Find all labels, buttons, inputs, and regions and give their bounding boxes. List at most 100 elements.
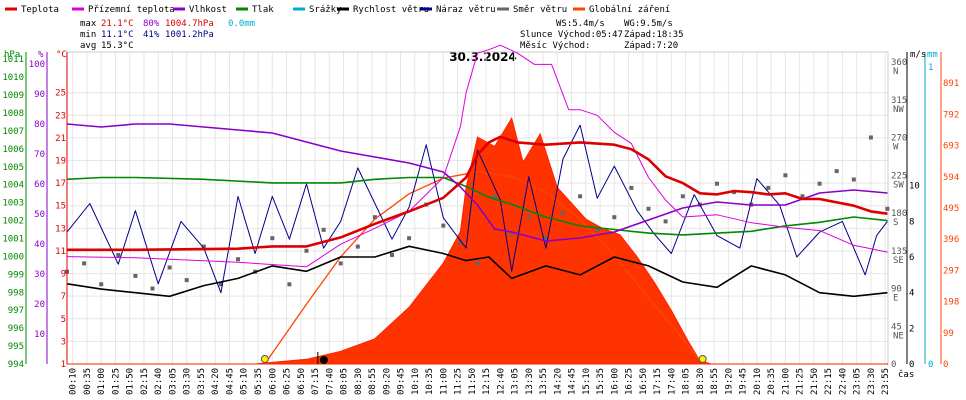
legend-label-8: Globální záření [589,5,670,15]
dir-tick-5: 135 [891,247,907,257]
stat-max-temp: 21.1°C [101,19,134,29]
hpa-tick-14: 997 [8,306,24,316]
mm-unit: mm [927,50,938,60]
stat-min-hum: 41% [143,30,160,40]
x-tick-label-44: 18:30 [696,368,706,395]
dir-cardinal-5: SE [893,256,904,266]
x-tick-label-37: 15:35 [596,368,606,395]
hpa-tick-8: 1003 [2,199,24,209]
x-tick-label-8: 03:30 [183,368,193,395]
wind-dir-point-1 [82,261,87,266]
legend-label-5: Rychlost větru [353,5,429,15]
dir-tick-0: 360 [891,58,907,68]
hpa-tick-9: 1002 [2,217,24,227]
wind-dir-point-20 [407,236,412,241]
temp-tick-8: 9 [61,270,66,280]
legend: Teplota Přízemní teplota Vlhkost Tlak Srážky… [5,5,670,15]
hpa-tick-13: 998 [8,288,24,298]
temp-tick-6: 13 [55,224,66,234]
dir-tick-4: 180 [891,209,907,219]
pct-tick-7: 30 [34,270,45,280]
hpa-unit: hPa [4,50,20,60]
wind-dir-point-16 [338,261,343,266]
stat-max-label: max [80,19,97,29]
series-humidity [66,123,888,242]
x-tick-label-27: 11:25 [454,368,464,395]
stat-max-rain: 0.0mm [228,19,255,29]
temp-tick-2: 21 [55,134,66,144]
x-tick-label-45: 18:55 [710,368,720,395]
wind-dir-point-44 [817,181,822,186]
hpa-tick-10: 1001 [2,234,24,244]
legend-label-4: Srážky [309,5,342,15]
temp-tick-3: 19 [55,157,66,167]
dir-cardinal-4: S [893,218,898,228]
hpa-tick-12: 999 [8,270,24,280]
x-tick-label-3: 01:25 [111,368,121,395]
x-tick-label-14: 06:00 [268,368,278,395]
hpa-tick-5: 1006 [2,145,24,155]
wind-dir-point-5 [150,286,155,291]
wind-dir-point-10 [236,257,240,262]
wind-dir-point-4 [133,273,138,278]
wind-dir-point-32 [612,215,617,220]
series-radiation [67,116,888,365]
dir-tick-3: 225 [891,171,907,181]
x-tick-label-56: 23:30 [867,368,877,395]
x-tick-label-57: 23:55 [881,368,891,395]
x-tick-label-53: 22:15 [824,368,834,395]
x-tick-label-10: 04:20 [211,368,221,395]
dir-cardinal-0: N [893,67,898,77]
temp-tick-0: 25 [55,89,66,99]
sunrise-marker [260,355,269,363]
x-tick-label-24: 10:10 [411,368,421,395]
series-wind-speed [66,245,888,298]
legend-label-3: Tlak [252,5,274,15]
x-tick-label-39: 16:25 [625,368,635,395]
wind-dir-point-34 [646,206,651,211]
x-tick-label-42: 17:40 [667,368,677,395]
dir-tick-6: 90 [891,285,902,295]
x-tick-label-16: 06:50 [297,368,307,395]
dir-cardinal-3: SW [893,180,904,190]
wind-dir-point-46 [851,177,856,182]
series-layer [65,44,890,298]
hpa-tick-1: 1010 [2,73,24,83]
legend-label-6: Náraz větru [436,5,496,15]
x-tick-label-33: 13:55 [539,368,549,395]
temp-tick-10: 5 [61,315,66,325]
x-tick-label-30: 12:40 [496,368,506,395]
ms-tick-4: 2 [909,324,914,334]
info-ws: WS:5.4m/s [556,19,605,29]
info-moon-set: Západ:7:20 [624,41,678,51]
legend-label-1: Přízemní teplota [88,5,175,15]
mm-tick-1: 0 [928,360,933,370]
x-tick-label-15: 06:25 [283,368,293,395]
stats-block: max 21.1°C 80% 1004.7hPa 0.0mm min 11.1°… [80,19,255,51]
x-tick-label-48: 20:10 [753,368,763,395]
pct-tick-5: 50 [34,210,45,220]
pct-tick-3: 70 [34,150,45,160]
x-tick-label-6: 02:40 [154,368,164,395]
rad-tick-5: 396 [943,235,959,245]
info-moon: Měsíc Východ: [520,41,590,51]
pct-tick-9: 10 [34,330,45,340]
dir-cardinal-7: NE [893,331,904,341]
x-tick-label-23: 09:45 [397,368,407,395]
hpa-tick-15: 996 [8,324,24,334]
stat-min-temp: 11.1°C [101,30,134,40]
wind-dir-point-25 [492,194,497,199]
rad-tick-3: 594 [943,173,959,183]
pct-tick-6: 40 [34,240,45,250]
dir-tick-1: 315 [891,96,907,106]
series-wind-gust [66,124,888,294]
x-tick-label-41: 17:15 [653,368,663,395]
temp-unit: °C [56,50,67,60]
x-tick-label-25: 10:35 [425,368,435,395]
moonset-marker [319,356,328,364]
markers-layer [260,352,707,364]
rad-tick-1: 792 [943,110,959,120]
temp-tick-11: 3 [61,337,66,347]
stat-min-label: min [80,30,96,40]
x-tick-label-55: 23:05 [853,368,863,395]
